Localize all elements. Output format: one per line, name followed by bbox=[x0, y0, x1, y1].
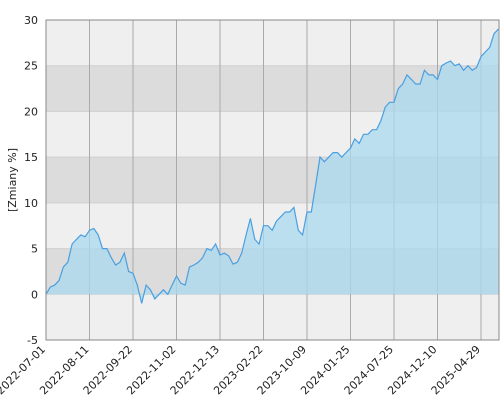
y-tick-label: 5 bbox=[31, 243, 38, 256]
y-tick-label: 30 bbox=[24, 14, 38, 27]
y-tick-label: 10 bbox=[24, 197, 38, 210]
y-tick-label: 20 bbox=[24, 105, 38, 118]
y-tick-label: 15 bbox=[24, 151, 38, 164]
y-tick-label: 25 bbox=[24, 60, 38, 73]
band bbox=[46, 294, 499, 340]
band bbox=[46, 20, 499, 66]
y-tick-label: -5 bbox=[27, 334, 38, 347]
y-tick-label: 0 bbox=[31, 288, 38, 301]
plot-frame bbox=[45, 19, 500, 341]
line bbox=[45, 28, 499, 304]
y-axis-label: [Zmiany %] bbox=[6, 148, 19, 212]
area bbox=[46, 29, 499, 304]
